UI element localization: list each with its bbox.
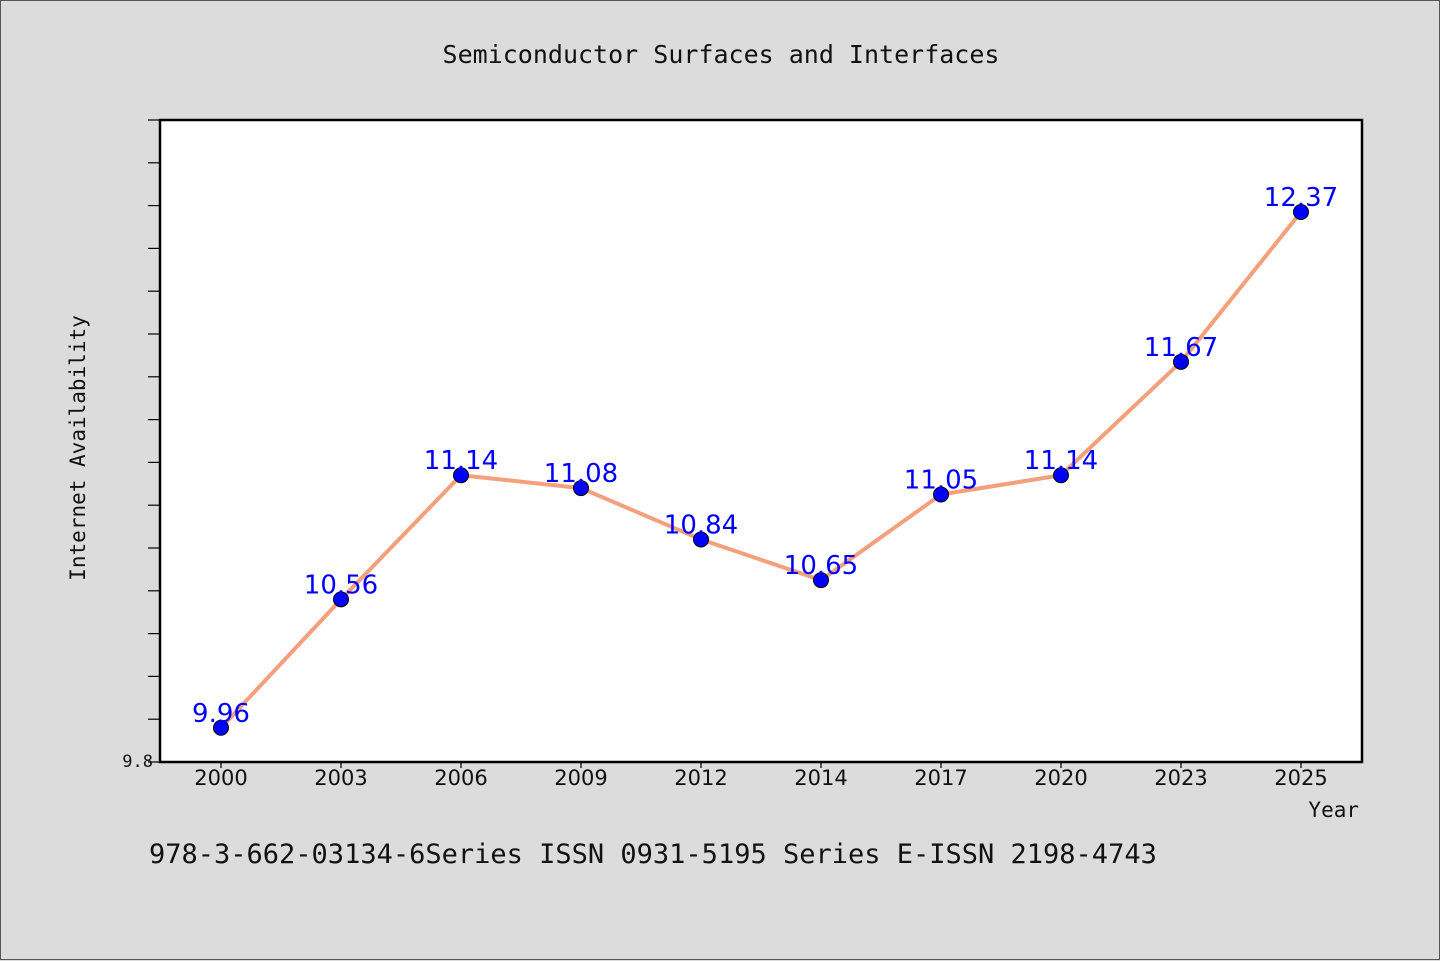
- y-axis-ticks: [148, 119, 160, 763]
- data-label: 11.14: [1024, 446, 1098, 476]
- data-label: 11.14: [424, 446, 498, 476]
- data-label: 11.08: [544, 459, 618, 489]
- x-tick-label: 2023: [1154, 766, 1207, 790]
- data-label: 12.37: [1264, 183, 1338, 213]
- x-tick-label: 2025: [1274, 766, 1327, 790]
- x-tick-label: 2000: [194, 766, 247, 790]
- series-line: [219, 210, 1303, 730]
- y-tick-label: 9.8: [122, 752, 153, 772]
- x-tick-label: 2020: [1034, 766, 1087, 790]
- data-point: [453, 467, 469, 484]
- chart-title: Semiconductor Surfaces and Interfaces: [443, 40, 1000, 69]
- data-point: [813, 572, 829, 589]
- y-axis-label: Internet Availability: [66, 315, 90, 581]
- data-point: [333, 591, 349, 608]
- data-point: [693, 531, 709, 548]
- data-point: [1053, 467, 1069, 484]
- data-label: 11.67: [1144, 333, 1218, 363]
- data-label: 9.96: [192, 699, 250, 729]
- plot-area: [158, 118, 1364, 764]
- data-label: 11.05: [904, 466, 978, 496]
- data-point: [933, 486, 949, 503]
- x-tick-label: 2003: [314, 766, 367, 790]
- x-tick-label: 2006: [434, 766, 487, 790]
- x-tick-label: 2014: [794, 766, 847, 790]
- x-axis-ticks: 2000 2003 2006 2009 2012 2014 2017 2020 2023 2025: [194, 762, 1328, 790]
- data-label: 10.56: [304, 570, 378, 600]
- x-tick-label: 2017: [914, 766, 967, 790]
- x-tick-label: 2012: [674, 766, 727, 790]
- x-tick-label: 2009: [554, 766, 607, 790]
- data-point: [213, 719, 229, 736]
- data-label: 10.84: [664, 510, 738, 540]
- data-label: 10.65: [784, 551, 858, 581]
- series-group: 9.96 10.56 11.14 11.08 10.84 10.65 11.05 11.14 1…: [192, 183, 1338, 736]
- x-axis-label: Year: [1308, 798, 1359, 822]
- footer-isbn-issn: 978-3-662-03134-6Series ISSN 0931-5195 S…: [149, 839, 1157, 870]
- data-point: [1293, 204, 1309, 221]
- data-point: [573, 480, 589, 497]
- data-point: [1173, 353, 1189, 370]
